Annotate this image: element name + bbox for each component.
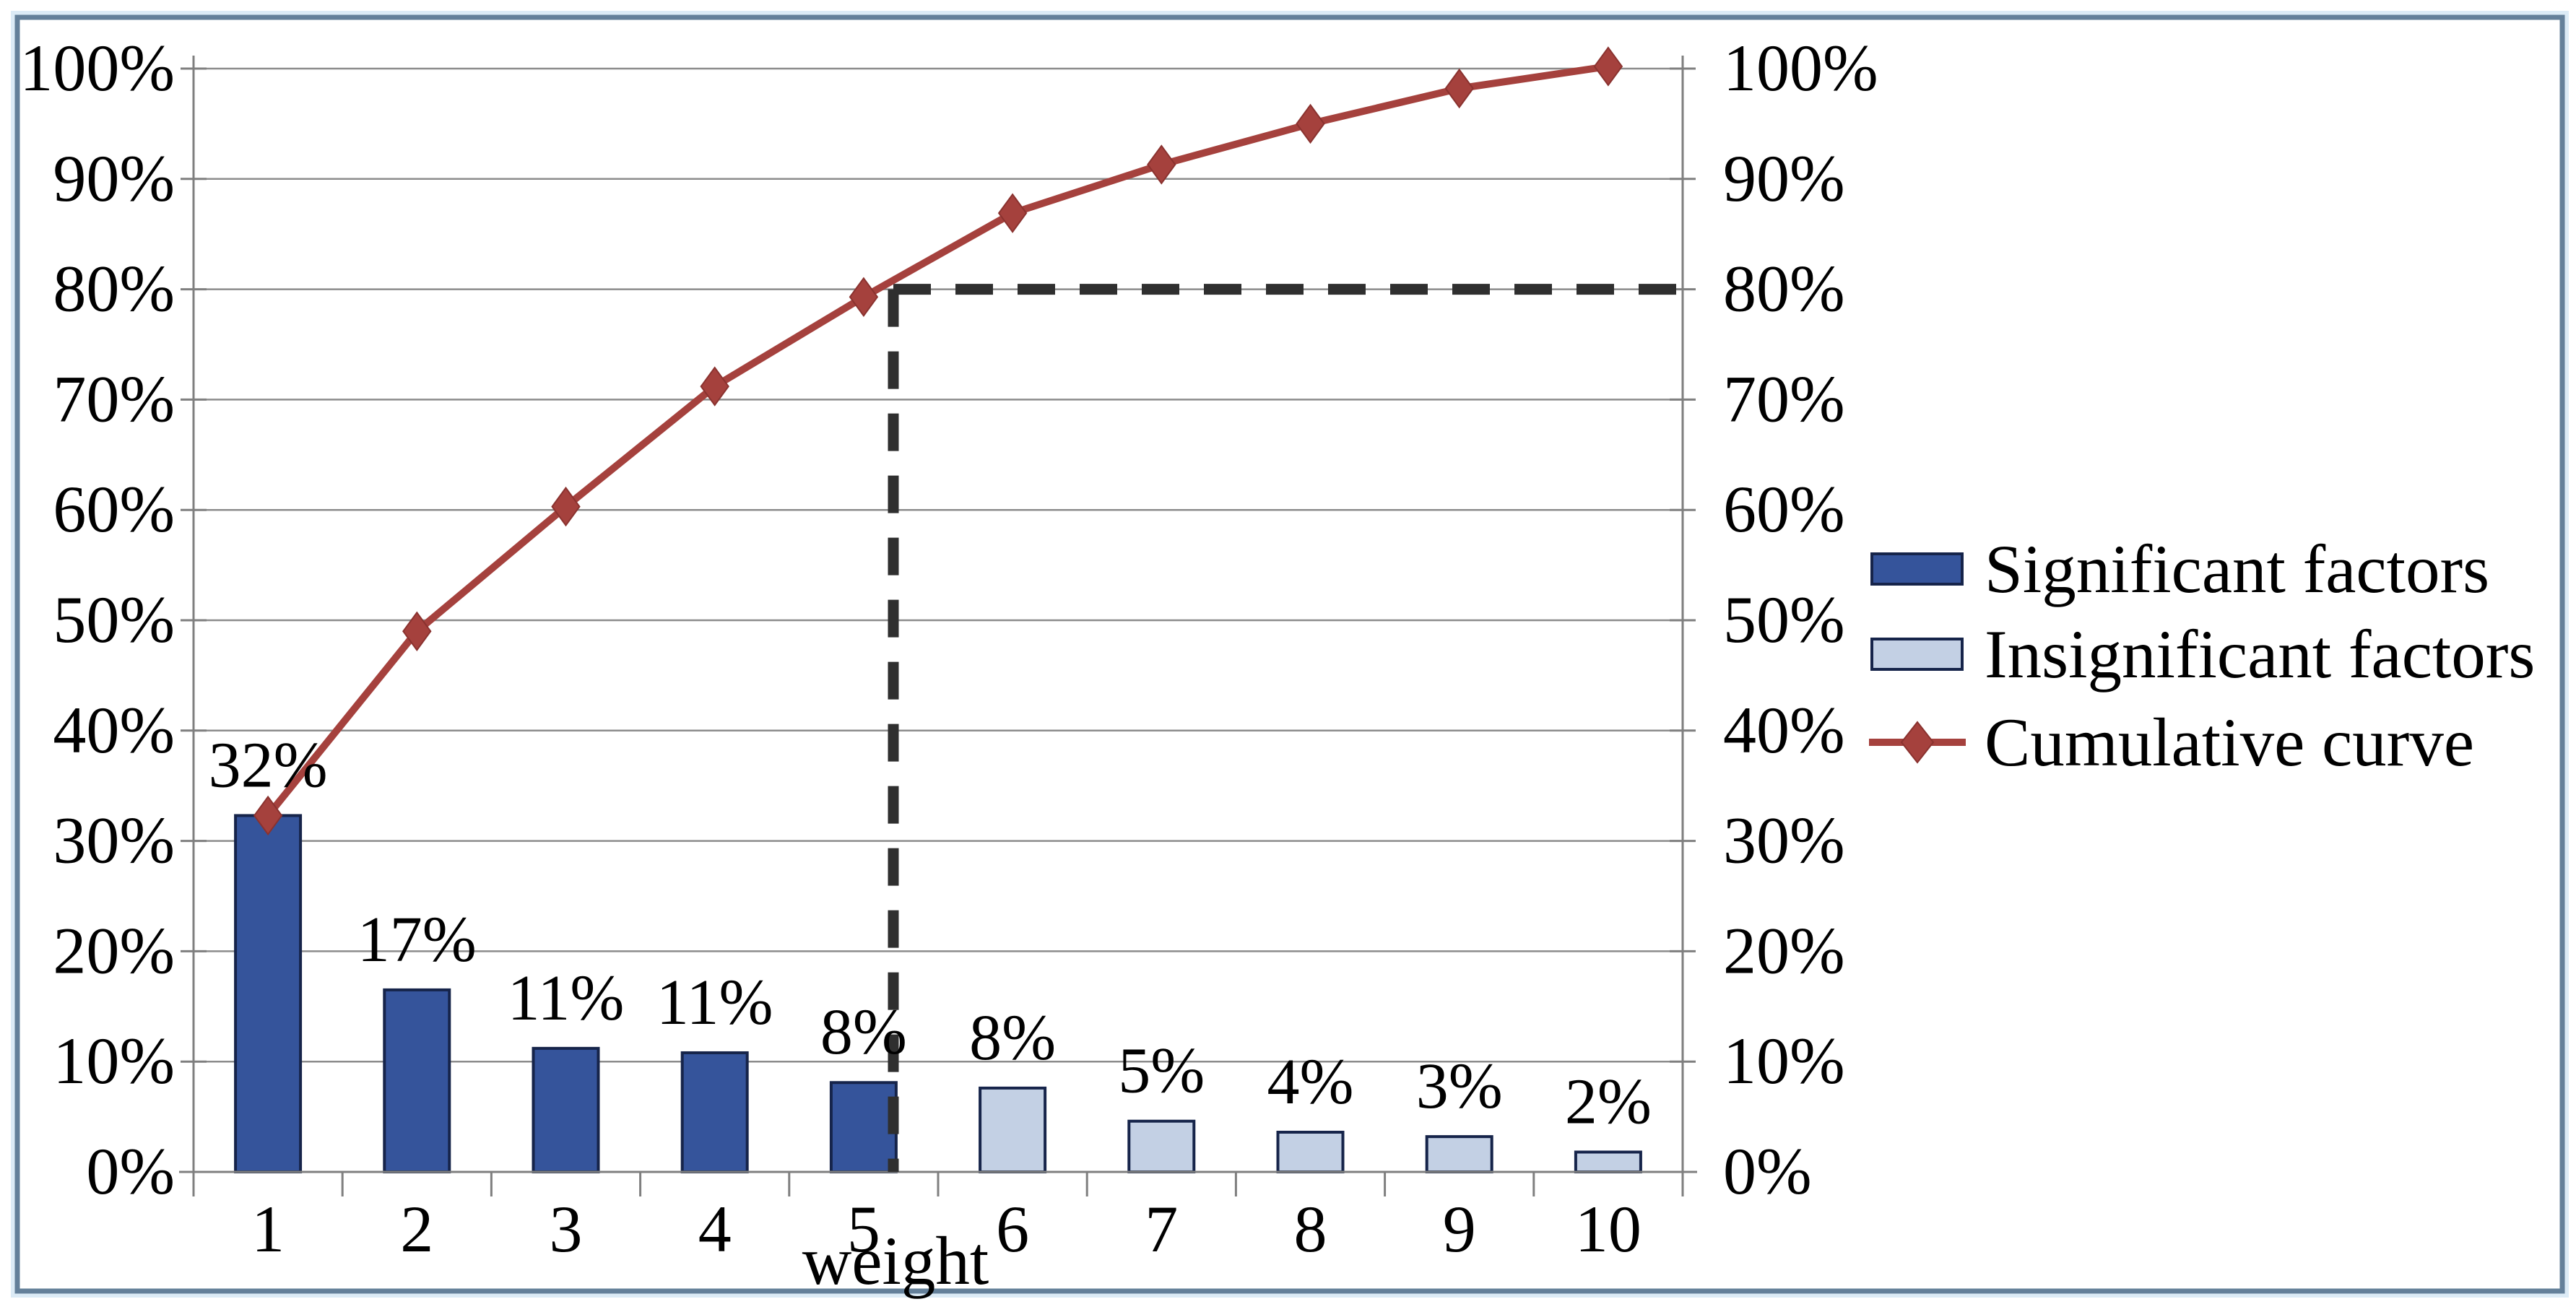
- gridlines: [194, 67, 1683, 1063]
- bar-label-4: 11%: [656, 967, 773, 1038]
- right-tick-label-10%: 10%: [1723, 1024, 1845, 1098]
- curve-point-6: [997, 193, 1028, 233]
- bar-label-3: 11%: [508, 963, 625, 1034]
- left-tick-label-80%: 80%: [53, 252, 175, 326]
- right-tick-label-40%: 40%: [1723, 693, 1845, 767]
- curve-point-10: [1593, 46, 1623, 87]
- axes-and-ticks: [179, 56, 1697, 1196]
- axis-tick-labels: 0% 10% 20% 30% 40% 50% 60% 70% 80% 90% 100% 0% 10% 20…: [19, 31, 1878, 1266]
- left-tick-label-100%: 100%: [19, 31, 175, 105]
- left-tick-label-20%: 20%: [53, 913, 175, 987]
- bar-4: [680, 1051, 749, 1173]
- curve-point-8: [1296, 103, 1325, 144]
- bar-label-6: 8%: [969, 1002, 1056, 1074]
- curve-point-9: [1444, 68, 1474, 109]
- bar-10: [1574, 1150, 1642, 1173]
- legend-swatch-insignificant: [1870, 638, 1964, 671]
- x-axis-title: weight: [802, 1222, 989, 1299]
- bar-label-7: 5%: [1118, 1035, 1205, 1107]
- legend-curve-diamond: [1900, 721, 1935, 764]
- bar-label-9: 3%: [1416, 1051, 1503, 1122]
- left-tick-label-60%: 60%: [53, 472, 175, 546]
- x-tick-label-5: 5: [847, 1192, 880, 1266]
- curve-point-2: [402, 611, 432, 651]
- curve-point-3: [551, 486, 581, 527]
- right-tick-label-50%: 50%: [1723, 583, 1845, 656]
- bar-label-2: 17%: [357, 904, 477, 976]
- bar-8: [1276, 1130, 1345, 1173]
- left-tick-label-40%: 40%: [53, 693, 175, 767]
- cumulative-curve: [253, 46, 1623, 836]
- bar-2: [383, 988, 451, 1173]
- legend-label-1: Insignificant factors: [1985, 616, 2535, 692]
- bar-label-10: 2%: [1565, 1066, 1652, 1137]
- bar-6: [979, 1086, 1047, 1173]
- threshold-dashed-lines: [888, 284, 1683, 1172]
- right-tick-label-30%: 30%: [1723, 804, 1845, 877]
- right-tick-label-0%: 0%: [1723, 1134, 1812, 1208]
- bar-3: [532, 1046, 600, 1174]
- x-tick-label-9: 9: [1443, 1192, 1476, 1266]
- right-tick-label-80%: 80%: [1723, 252, 1845, 326]
- bar-label-5: 8%: [820, 996, 907, 1068]
- curve-point-1: [253, 795, 283, 836]
- legend: Significant factors Insignificant factors…: [1869, 531, 2535, 781]
- x-axis-title-text: weight: [802, 1222, 989, 1299]
- curve-point-5: [849, 277, 879, 317]
- x-tick-label-6: 6: [996, 1192, 1029, 1266]
- left-tick-label-90%: 90%: [53, 142, 175, 215]
- x-tick-label-10: 10: [1575, 1192, 1642, 1266]
- x-tick-label-3: 3: [550, 1192, 583, 1266]
- curve-point-7: [1147, 144, 1176, 185]
- bar-value-labels: 32% 17% 11% 11% 8% 8% 5% 4% 3% 2%: [209, 729, 1652, 1137]
- cumulative-line: [265, 62, 1609, 818]
- x-tick-label-1: 1: [251, 1192, 285, 1266]
- x-tick-label-4: 4: [698, 1192, 732, 1266]
- bar-5: [829, 1081, 898, 1174]
- bar-9: [1425, 1135, 1493, 1174]
- left-tick-label-30%: 30%: [53, 804, 175, 877]
- bars: [234, 814, 1642, 1174]
- right-tick-label-20%: 20%: [1723, 913, 1845, 987]
- legend-label-0: Significant factors: [1985, 531, 2489, 607]
- right-tick-label-90%: 90%: [1723, 142, 1845, 215]
- bar-label-8: 4%: [1267, 1046, 1354, 1118]
- curve-point-4: [700, 366, 729, 407]
- legend-swatch-significant: [1870, 552, 1964, 586]
- legend-label-2: Cumulative curve: [1985, 704, 2474, 781]
- x-tick-label-8: 8: [1294, 1192, 1327, 1266]
- frame-outer-glow: [11, 11, 2569, 1298]
- left-tick-label-50%: 50%: [53, 583, 175, 656]
- left-tick-label-10%: 10%: [53, 1024, 175, 1098]
- bar-label-1: 32%: [209, 729, 328, 801]
- right-tick-label-100%: 100%: [1723, 31, 1878, 105]
- left-tick-label-0%: 0%: [86, 1134, 175, 1208]
- x-tick-label-2: 2: [400, 1192, 433, 1266]
- right-tick-label-60%: 60%: [1723, 472, 1845, 546]
- x-tick-label-7: 7: [1145, 1192, 1178, 1266]
- bar-7: [1127, 1119, 1196, 1174]
- bar-1: [234, 814, 303, 1174]
- left-tick-label-70%: 70%: [53, 362, 175, 435]
- right-tick-label-70%: 70%: [1723, 362, 1845, 435]
